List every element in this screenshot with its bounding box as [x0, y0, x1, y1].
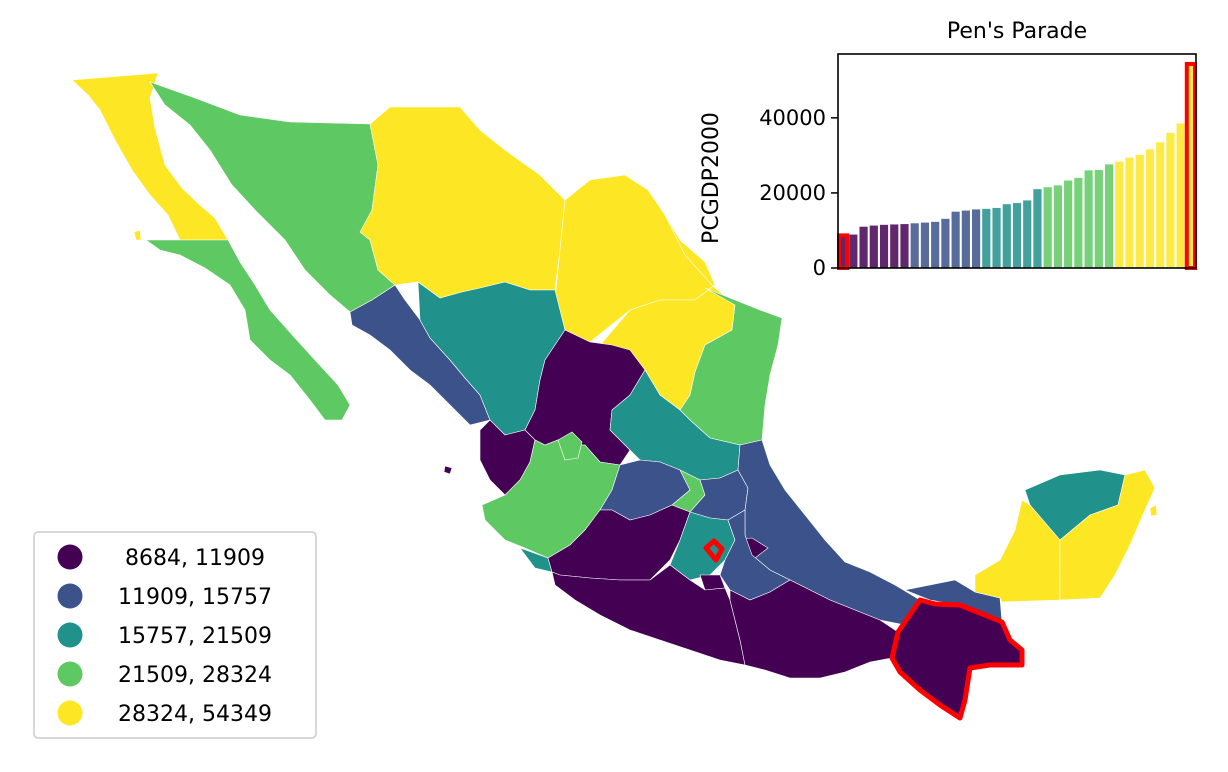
state-baja-california-sur	[145, 239, 351, 421]
bar	[992, 207, 1001, 268]
state-chihuahua	[359, 106, 566, 299]
bar	[869, 225, 878, 268]
island-cozumel	[1149, 504, 1158, 517]
bar-series	[837, 61, 1197, 270]
bar	[920, 222, 930, 268]
highlight-outline-mexico-city	[703, 538, 725, 563]
legend-marker	[57, 622, 83, 648]
bar	[1176, 123, 1185, 268]
legend-marker	[57, 583, 83, 609]
legend-label: 21509, 28324	[118, 663, 272, 688]
state-baja-california	[71, 72, 229, 241]
bar	[1053, 185, 1063, 268]
chart-title: Pen's Parade	[947, 19, 1087, 44]
legend-marker	[57, 544, 83, 570]
island-islas-marias	[443, 465, 453, 475]
map-legend: 8684, 11909 11909, 15757 15757, 21509 21509…	[33, 531, 317, 739]
bar	[900, 224, 909, 268]
legend-label: 28324, 54349	[118, 702, 272, 727]
bar	[971, 209, 981, 268]
bar	[1145, 149, 1155, 268]
state-chiapas	[891, 599, 1023, 719]
bar	[1033, 189, 1042, 268]
bar	[1094, 170, 1103, 268]
state-aguascalientes	[557, 431, 583, 461]
y-axis-ticks: 0 20000 40000	[759, 106, 838, 280]
bar	[1002, 204, 1011, 268]
bar	[941, 218, 950, 268]
bar	[1156, 142, 1165, 268]
pens-parade-chart: Pen's Parade PCGDP2000 0 20000 40000	[699, 19, 1197, 280]
bar	[1084, 170, 1093, 268]
bar	[1012, 203, 1022, 268]
plot-frame	[837, 53, 1197, 269]
y-tick-label: 20000	[759, 181, 826, 205]
y-tick-label: 40000	[759, 106, 826, 130]
legend-label: 15757, 21509	[118, 624, 272, 649]
legend-marker	[57, 661, 83, 687]
bar	[1064, 180, 1073, 268]
bar	[931, 221, 940, 268]
bar	[849, 234, 858, 268]
bar	[839, 235, 848, 268]
bar	[890, 224, 899, 268]
legend-label: 8684, 11909	[118, 546, 265, 571]
bar	[1023, 200, 1032, 268]
bar	[1074, 177, 1083, 268]
bar	[1115, 161, 1124, 268]
bar	[961, 210, 970, 268]
bar	[951, 211, 960, 268]
y-tick-label: 0	[813, 256, 826, 280]
choropleth-map	[71, 72, 1158, 721]
highlight-outline-chiapas	[889, 597, 1025, 721]
bar	[1186, 63, 1195, 268]
y-axis-label: PCGDP2000	[699, 112, 724, 244]
bar	[1135, 154, 1144, 268]
legend-label: 11909, 15757	[118, 585, 272, 610]
legend-frame	[33, 531, 317, 739]
bar	[1166, 132, 1175, 268]
bar	[879, 224, 889, 268]
bar	[982, 208, 991, 268]
bar	[1125, 157, 1134, 268]
bar	[1104, 164, 1114, 268]
island-isla-guadalupe	[133, 229, 142, 241]
state-quintana-roo	[1059, 469, 1156, 601]
state-mexico	[669, 511, 736, 581]
bar	[910, 223, 919, 268]
legend-marker	[57, 700, 83, 726]
bar	[859, 226, 868, 268]
bar	[1043, 187, 1052, 268]
